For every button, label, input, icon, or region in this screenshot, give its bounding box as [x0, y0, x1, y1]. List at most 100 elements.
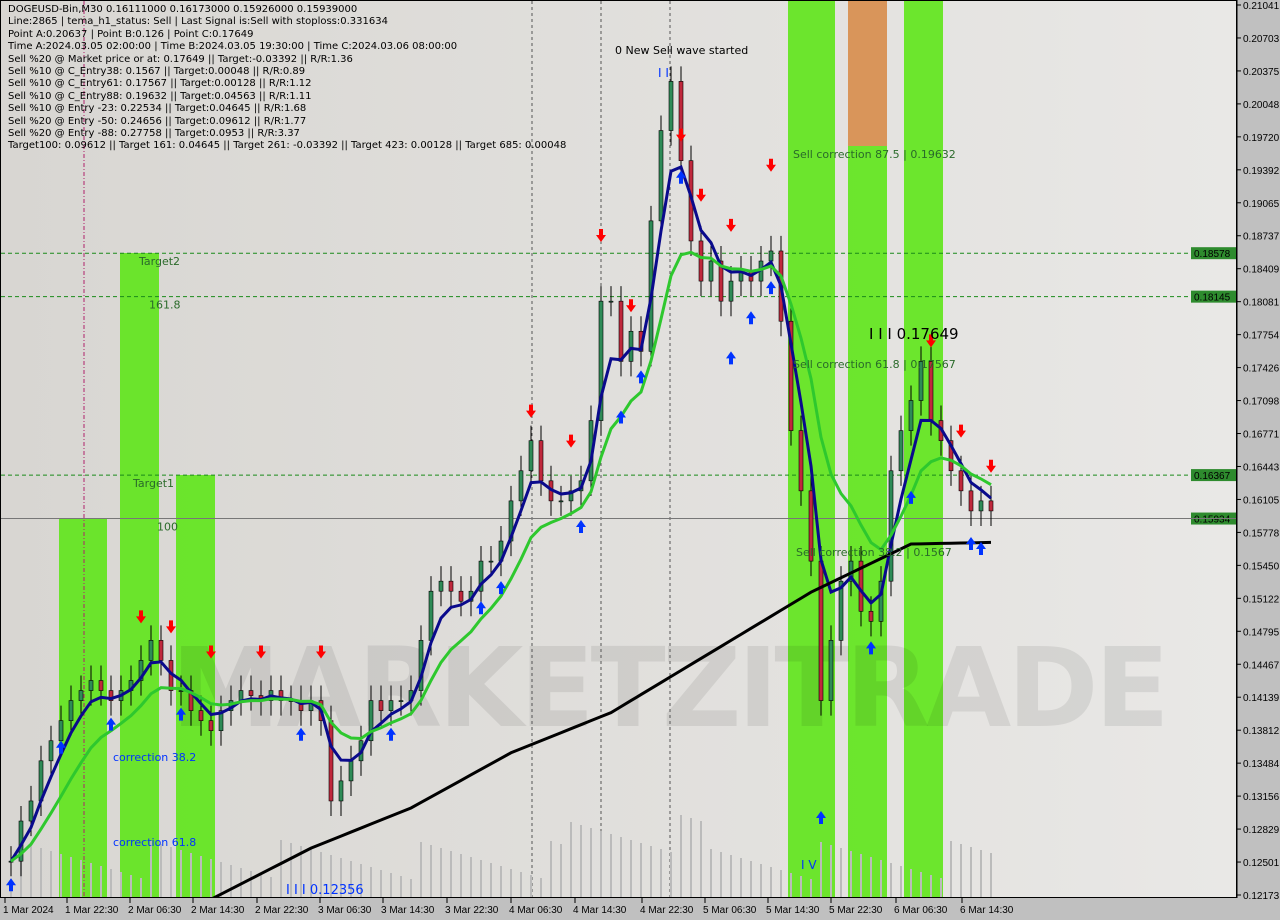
price-tag-label: 0.16367 — [1194, 471, 1231, 482]
time-tick-label: 3 Mar 22:30 — [445, 905, 499, 916]
candle — [198, 710, 204, 721]
signal-zone — [120, 253, 159, 897]
buy-arrow-icon — [56, 740, 66, 754]
sell-arrow-icon — [256, 645, 266, 659]
sell-arrow-icon — [726, 218, 736, 232]
time-tick-label: 6 Mar 14:30 — [960, 905, 1014, 916]
signal-zone — [788, 1, 835, 897]
info-line: Sell %10 @ C_Entry38: 0.1567 || Target:0… — [8, 66, 306, 78]
price-tick-label: 0.18737 — [1243, 232, 1280, 243]
time-tick-label: 4 Mar 22:30 — [640, 905, 694, 916]
slow-ma-line — [212, 540, 992, 897]
time-tick-label: 3 Mar 06:30 — [318, 905, 372, 916]
candle — [698, 240, 704, 282]
candle — [728, 280, 734, 302]
price-tag-label: 0.18578 — [1194, 249, 1231, 260]
candle — [968, 490, 974, 512]
candle — [598, 300, 604, 421]
time-tick-label: 5 Mar 06:30 — [703, 905, 757, 916]
price-tick-label: 0.15122 — [1243, 594, 1280, 605]
price-tick-label: 0.13156 — [1243, 792, 1280, 803]
sell-arrow-icon — [166, 620, 176, 634]
time-tick-label: 6 Mar 06:30 — [894, 905, 948, 916]
candle — [28, 800, 34, 822]
sell-arrow-icon — [526, 404, 536, 418]
sell-arrow-icon — [136, 610, 146, 624]
candle — [448, 580, 454, 592]
price-tick-label: 0.19065 — [1243, 199, 1280, 210]
chart-annotation: I V — [801, 858, 817, 872]
price-tick-label: 0.15450 — [1243, 561, 1280, 572]
candle — [988, 500, 994, 512]
info-line: Sell %10 @ Entry -23: 0.22534 || Target:… — [8, 103, 307, 115]
candle — [68, 700, 74, 721]
candle — [78, 690, 84, 701]
candle — [518, 470, 524, 502]
candle — [978, 500, 984, 512]
price-tick-label: 0.18081 — [1243, 298, 1280, 309]
candle — [798, 430, 804, 492]
signal-zone — [59, 518, 107, 897]
buy-arrow-icon — [616, 410, 626, 424]
price-tick-label: 0.17426 — [1243, 364, 1280, 375]
candle — [528, 440, 534, 472]
chart-annotation: Sell correction 38.2 | 0.1567 — [796, 546, 952, 559]
price-tick-label: 0.12173 — [1243, 891, 1280, 902]
price-tick-label: 0.14795 — [1243, 627, 1280, 638]
price-tick-label: 0.21041 — [1243, 1, 1280, 12]
price-tick-label: 0.15778 — [1243, 528, 1280, 539]
price-tick-label: 0.20048 — [1243, 100, 1280, 111]
buy-arrow-icon — [866, 641, 876, 655]
candle — [718, 260, 724, 302]
candle — [248, 690, 254, 696]
sell-arrow-icon — [956, 424, 966, 438]
buy-arrow-icon — [976, 542, 986, 556]
candle — [708, 260, 714, 282]
price-tick-label: 0.17754 — [1243, 331, 1280, 342]
sell-arrow-icon — [206, 645, 216, 659]
price-tick-label: 0.16443 — [1243, 462, 1280, 473]
candle — [948, 440, 954, 472]
price-tick-label: 0.14467 — [1243, 660, 1280, 671]
buy-arrow-icon — [176, 707, 186, 721]
time-tick-label: 1 Mar 2024 — [3, 905, 54, 916]
candle — [918, 361, 924, 401]
info-line: Sell %20 @ Entry -88: 0.27758 || Target:… — [8, 128, 300, 140]
buy-arrow-icon — [296, 727, 306, 741]
price-tag-label: 0.15934 — [1194, 515, 1231, 526]
price-tick-label: 0.19720 — [1243, 133, 1280, 144]
candle — [58, 720, 64, 742]
sell-arrow-icon — [316, 645, 326, 659]
candle — [158, 640, 164, 661]
candle — [878, 580, 884, 622]
info-line: Sell %10 @ C_Entry88: 0.19632 || Target:… — [8, 90, 312, 102]
candle — [368, 700, 374, 742]
signal-zone — [176, 475, 215, 897]
price-tag — [1191, 469, 1236, 482]
info-line: Target100: 0.09612 || Target 161: 0.0464… — [8, 140, 567, 152]
price-tick-label: 0.16105 — [1243, 495, 1280, 506]
time-tick-label: 5 Mar 22:30 — [829, 905, 883, 916]
candle — [388, 700, 394, 711]
candle — [328, 720, 334, 802]
candle — [818, 560, 824, 701]
chart-plot-area[interactable]: MARKETZITRADE Target2 0.18578 161.8 0.18145 T… — [0, 0, 1237, 898]
candle — [398, 700, 404, 702]
candle — [828, 640, 834, 701]
price-tick-label: 0.16771 — [1243, 430, 1280, 441]
candle — [908, 400, 914, 431]
candle — [808, 490, 814, 562]
sell-arrow-icon — [596, 228, 606, 242]
price-tag — [1191, 290, 1236, 303]
level-label: 100 — [157, 521, 178, 534]
candle — [218, 710, 224, 732]
candle — [558, 500, 564, 503]
candle — [438, 580, 444, 592]
time-tick-label: 2 Mar 06:30 — [128, 905, 182, 916]
buy-arrow-icon — [676, 170, 686, 184]
candle — [898, 430, 904, 472]
candle — [108, 690, 114, 701]
buy-arrow-icon — [766, 281, 776, 295]
candle — [568, 490, 574, 502]
chart-annotation: correction 61.8 — [113, 836, 196, 849]
